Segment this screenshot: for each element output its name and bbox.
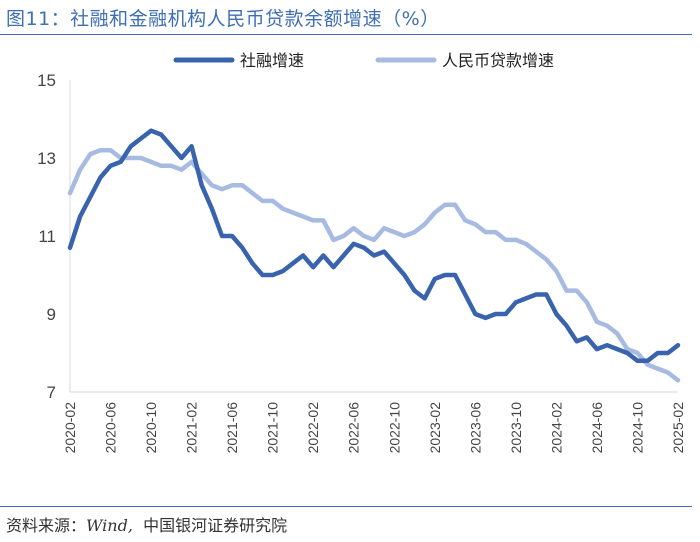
source-note: 资料来源：Wind, 中国银河证券研究院 [6,512,287,536]
y-tick-label: 13 [37,149,56,168]
y-tick-label: 11 [38,227,56,246]
x-tick-label: 2023-02 [427,402,443,454]
y-tick-label: 7 [47,383,56,402]
source-org: 中国银河证券研究院 [132,516,288,535]
x-tick-label: 2020-10 [143,402,159,454]
chart-legend: 社融增速 人民币贷款增速 [173,51,554,70]
x-tick-label: 2022-02 [305,402,321,454]
x-tick-label: 2023-06 [467,402,483,454]
x-tick-label: 2024-10 [629,402,645,454]
source-label: 资料来源： [6,516,87,535]
title-divider [0,34,692,35]
y-tick-label: 15 [37,71,56,90]
series-line-rmb-loans [67,147,681,383]
x-tick-label: 2020-06 [103,402,119,454]
x-tick-labels: 2020-02 2020-06 2020-10 2021-02 2021-06 2021-… [62,402,686,454]
figure-title: 图11：社融和金融机构人民币贷款余额增速（%） [6,8,440,30]
x-tick-label: 2020-02 [62,402,78,454]
series-line-social-financing [67,128,681,364]
x-tick-label: 2025-02 [670,402,686,454]
x-tick-label: 2024-02 [548,402,564,454]
source-wind: Wind, [86,516,133,535]
series-group [67,128,681,383]
x-tick-label: 2022-10 [386,402,402,454]
y-tick-labels: 7 9 11 13 15 [37,71,56,402]
footer-divider [0,506,692,507]
x-tick-label: 2021-02 [184,402,200,454]
y-tick-label: 9 [47,305,56,324]
legend-label-series1: 社融增速 [240,51,304,70]
x-tick-label: 2021-10 [265,402,281,454]
x-tick-label: 2022-06 [346,402,362,454]
x-tick-label: 2023-10 [508,402,524,454]
x-tick-label: 2021-06 [224,402,240,454]
x-tick-label: 2024-06 [589,402,605,454]
legend-label-series2: 人民币贷款增速 [442,51,554,70]
